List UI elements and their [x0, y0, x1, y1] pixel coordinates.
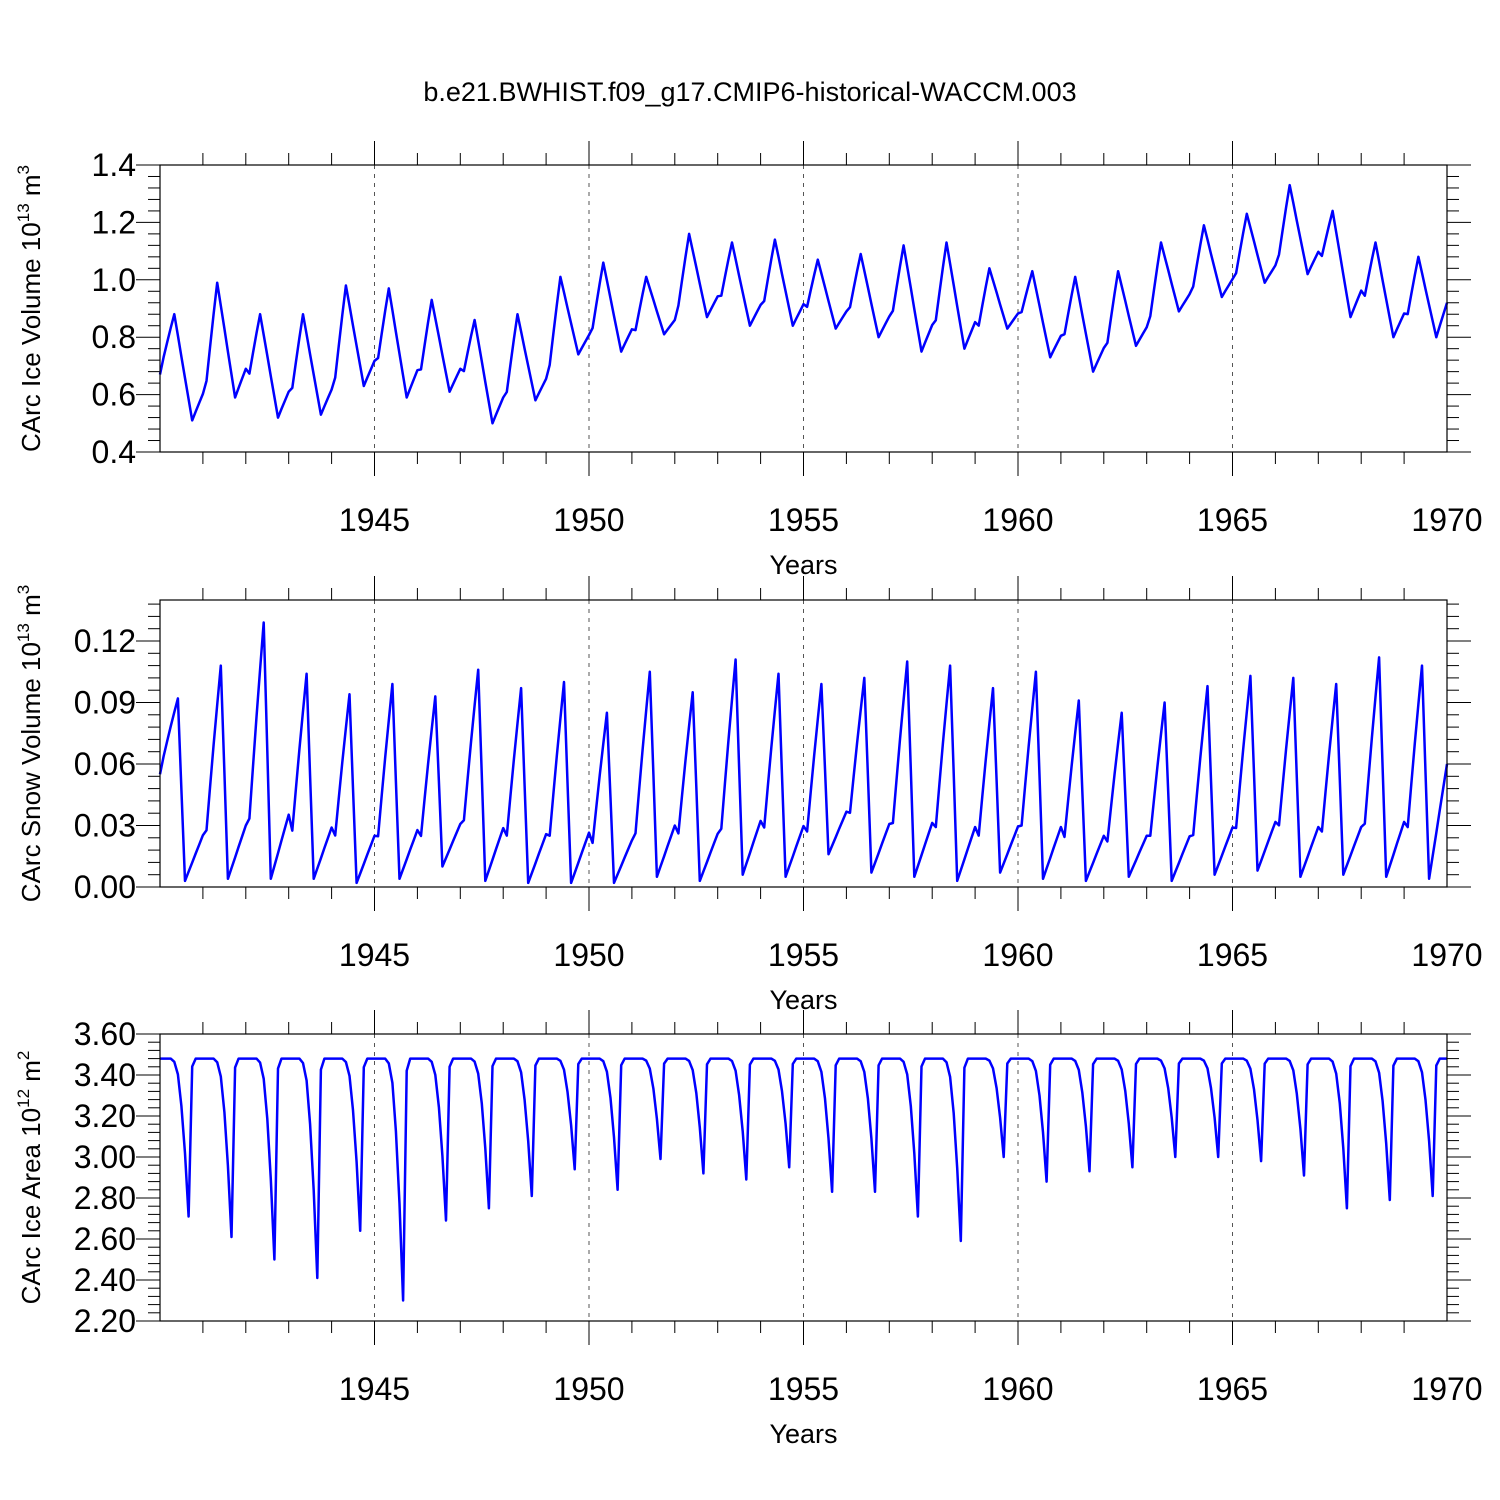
ice-volume-panel: 0.4 0.6 0.8 1.0 1.2 1.4 1945 1950 1955 1960 1965 19…: [14, 141, 1483, 580]
y-tick-label: 0.00: [74, 869, 136, 905]
y-tick-label: 1.4: [92, 147, 136, 183]
y-tick-label: 0.12: [74, 623, 136, 659]
x-tick-label: 1960: [982, 1371, 1053, 1407]
y-tick-label: 0.4: [92, 434, 136, 470]
y-tick-label: 3.00: [74, 1139, 136, 1175]
x-tick-label: 1955: [768, 937, 839, 973]
y-tick-label: 2.40: [74, 1262, 136, 1298]
x-tick-label: 1945: [339, 1371, 410, 1407]
x-tick-label: 1965: [1197, 502, 1268, 538]
x-tick-label: 1955: [768, 502, 839, 538]
y-tick-label: 3.40: [74, 1057, 136, 1093]
x-tick-label: 1950: [553, 1371, 624, 1407]
x-tick-label: 1945: [339, 937, 410, 973]
x-tick-label: 1950: [553, 502, 624, 538]
x-tick-label: 1960: [982, 502, 1053, 538]
y-tick-label: 1.2: [92, 204, 136, 240]
x-tick-label: 1970: [1411, 502, 1482, 538]
y-tick-label: 2.60: [74, 1221, 136, 1257]
ice-area-series-line: [160, 1057, 1447, 1302]
y-tick-label: 2.80: [74, 1180, 136, 1216]
x-tick-label: 1955: [768, 1371, 839, 1407]
x-tick-label: 1965: [1197, 1371, 1268, 1407]
x-tick-label: 1950: [553, 937, 624, 973]
x-axis-label: Years: [769, 550, 837, 580]
ice-area-panel: 2.20 2.40 2.60 2.80 3.00 3.20 3.40 3.60 1945 1950…: [14, 1010, 1483, 1449]
x-tick-label: 1965: [1197, 937, 1268, 973]
y-tick-label: 3.60: [74, 1016, 136, 1052]
snow-volume-panel: 0.00 0.03 0.06 0.09 0.12 1945 1950 1955 1960 1965…: [14, 576, 1483, 1015]
y-tick-label: 2.20: [74, 1303, 136, 1339]
plot-frame: [159, 1033, 1448, 1322]
y-tick-label: 1.0: [92, 262, 136, 298]
x-tick-label: 1960: [982, 937, 1053, 973]
x-axis-label: Years: [769, 1419, 837, 1449]
y-tick-label: 0.6: [92, 377, 136, 413]
y-axis-label: CArc Ice Area 1012 m2: [14, 1051, 46, 1305]
y-tick-label: 3.20: [74, 1098, 136, 1134]
snow-volume-series-line: [158, 621, 1449, 885]
y-tick-label: 0.03: [74, 808, 136, 844]
y-tick-label: 0.8: [92, 319, 136, 355]
y-axis-label: CArc Snow Volume 1013 m3: [14, 585, 46, 902]
y-tick-label: 0.06: [74, 746, 136, 782]
chart-title: b.e21.BWHIST.f09_g17.CMIP6-historical-WA…: [423, 77, 1076, 107]
ice-volume-series-line: [158, 183, 1449, 425]
x-tick-label: 1945: [339, 502, 410, 538]
plot-frame: [159, 599, 1448, 888]
y-tick-label: 0.09: [74, 685, 136, 721]
y-axis-label: CArc Ice Volume 1013 m3: [14, 165, 46, 452]
x-tick-label: 1970: [1411, 937, 1482, 973]
x-tick-label: 1970: [1411, 1371, 1482, 1407]
plot-frame: [159, 164, 1448, 453]
